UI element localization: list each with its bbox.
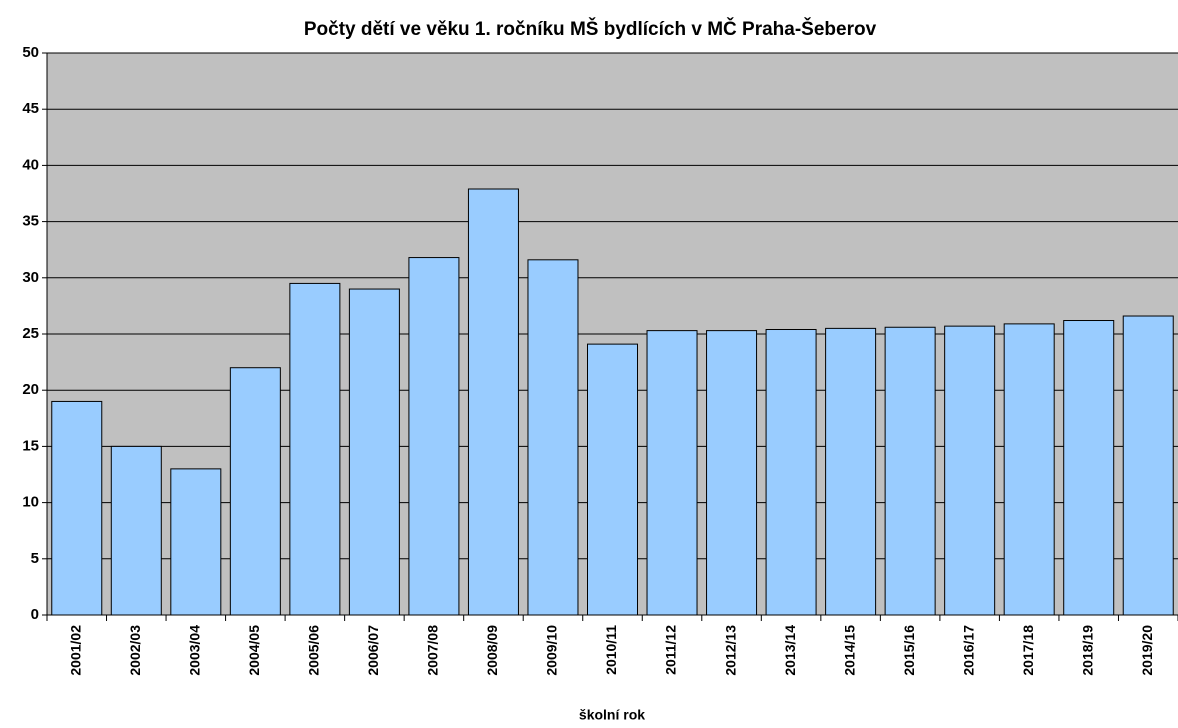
- y-tick-label: 0: [31, 606, 39, 623]
- y-tick-label: 50: [22, 44, 39, 61]
- bar: [706, 330, 758, 616]
- bar: [467, 188, 519, 616]
- x-tick-label: 2001/02: [67, 625, 83, 676]
- x-tick-label: 2017/18: [1020, 625, 1036, 676]
- x-tick-label: 2015/16: [901, 625, 917, 676]
- bar: [646, 330, 698, 616]
- x-tick-label: 2006/07: [365, 625, 381, 676]
- bar: [586, 343, 639, 616]
- x-axis-label: školní rok: [579, 707, 645, 723]
- x-tick-label: 2010/11: [603, 625, 619, 675]
- y-tick-label: 25: [22, 325, 39, 342]
- y-tick-label: 45: [22, 100, 39, 117]
- x-tick-label: 2014/15: [841, 625, 857, 676]
- y-tick-label: 5: [31, 550, 39, 567]
- chart-title: Počty dětí ve věku 1. ročníku MŠ bydlící…: [304, 18, 877, 40]
- x-tick-label: 2009/10: [544, 625, 560, 676]
- bar: [348, 288, 400, 616]
- bar: [170, 468, 222, 616]
- bar: [884, 326, 936, 616]
- bar: [527, 259, 579, 616]
- x-tick-label: 2019/20: [1139, 625, 1155, 676]
- x-tick-label: 2005/06: [306, 625, 322, 676]
- bar: [944, 325, 996, 616]
- bar: [110, 445, 162, 616]
- y-tick-label: 40: [22, 156, 39, 173]
- x-tick-label: 2011/12: [663, 625, 679, 675]
- x-tick-label: 2018/19: [1079, 625, 1095, 676]
- bar: [408, 257, 460, 616]
- y-tick-label: 30: [22, 269, 39, 286]
- y-tick-label: 10: [22, 494, 39, 511]
- x-tick-label: 2003/04: [187, 625, 203, 676]
- bar: [51, 400, 103, 616]
- x-tick-label: 2008/09: [484, 625, 500, 676]
- bar: [1122, 315, 1174, 616]
- bar: [1063, 320, 1115, 616]
- y-tick-label: 15: [22, 437, 39, 454]
- bar: [289, 282, 341, 616]
- x-tick-label: 2002/03: [127, 625, 143, 676]
- y-tick-label: 20: [22, 381, 39, 398]
- bar: [825, 327, 877, 616]
- y-tick-label: 35: [22, 213, 39, 230]
- x-tick-label: 2007/08: [425, 625, 441, 676]
- x-tick-label: 2004/05: [246, 625, 262, 676]
- bar: [229, 367, 281, 616]
- bar: [1003, 323, 1055, 616]
- x-tick-label: 2013/14: [782, 625, 798, 676]
- x-tick-label: 2012/13: [722, 625, 738, 676]
- x-tick-label: 2016/17: [960, 625, 976, 676]
- bar: [765, 329, 817, 616]
